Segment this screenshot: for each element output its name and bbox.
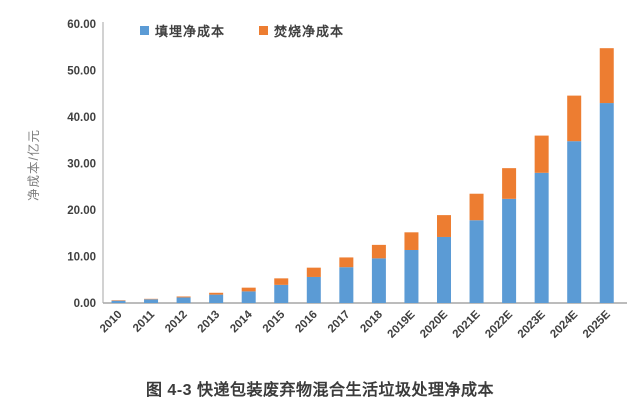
bar-segment-2013-landfill	[209, 294, 224, 303]
bar-segment-2014-incineration	[241, 287, 256, 292]
bar-segment-2011-landfill	[144, 299, 159, 303]
x-axis-label: 2011	[131, 308, 158, 335]
x-axis-label: 2018	[358, 308, 385, 335]
bar-segment-2023E-landfill	[534, 172, 549, 303]
bar-segment-2010-landfill	[111, 300, 126, 303]
legend-swatch-incineration-icon	[259, 26, 269, 35]
y-tick-label: 40.00	[67, 112, 96, 124]
x-axis-label: 2019E	[386, 308, 418, 340]
bar-segment-2025E-incineration	[599, 48, 614, 104]
bar-segment-2016-incineration	[306, 267, 321, 277]
bar-segment-2018-landfill	[371, 258, 386, 303]
bar-segment-2014-landfill	[241, 291, 256, 303]
x-axis-label: 2023E	[516, 308, 548, 340]
y-tick-label: 10.00	[67, 252, 96, 264]
bar-segment-2018-incineration	[371, 244, 386, 259]
x-axis-label: 2022E	[483, 308, 515, 340]
bar-segment-2022E-incineration	[502, 168, 517, 199]
bar-segment-2024E-incineration	[567, 95, 582, 142]
y-tick-label: 30.00	[67, 159, 96, 171]
bar-segment-2015-landfill	[274, 284, 289, 303]
bar-segment-2012-incineration	[176, 296, 191, 298]
bar-segment-2016-landfill	[306, 276, 321, 303]
y-tick-label: 60.00	[67, 19, 96, 31]
bar-segment-2022E-landfill	[502, 198, 517, 303]
bar-segment-2013-incineration	[209, 292, 224, 295]
bar-segment-2021E-incineration	[469, 193, 484, 221]
bar-segment-2019E-incineration	[404, 232, 419, 250]
stacked-bar-chart: 0.00 10.00 20.00 30.00 40.00 50.00 60.00 净成本/亿元…	[26, 19, 627, 341]
chart-legend: 填埋净成本 焚烧净成本	[140, 21, 344, 40]
bar-segment-2017-incineration	[339, 257, 354, 268]
legend-swatch-landfill-icon	[140, 26, 149, 35]
bar-segment-2023E-incineration	[534, 135, 549, 173]
bar-segment-2020E-incineration	[437, 215, 451, 237]
x-axis-label: 2013	[196, 309, 223, 336]
bar-segment-2025E-landfill	[599, 103, 614, 303]
x-axis-label: 2021E	[451, 308, 483, 340]
x-axis-label: 2017	[326, 309, 353, 336]
bar-segment-2024E-landfill	[567, 141, 582, 303]
bar-segment-2020E-landfill	[437, 236, 451, 303]
bar-segment-2019E-landfill	[404, 249, 419, 303]
x-axis-label: 2010	[98, 309, 125, 336]
bar-segment-2017-landfill	[339, 267, 354, 303]
y-tick-label: 20.00	[67, 205, 96, 217]
x-axis-label: 2025E	[581, 308, 613, 340]
x-axis-label: 2020E	[418, 308, 450, 340]
y-tick-label: 0.00	[74, 298, 96, 310]
legend-item-incineration: 焚烧净成本	[259, 21, 344, 40]
legend-item-landfill: 填埋净成本	[140, 21, 225, 40]
x-axis-label: 2016	[293, 309, 320, 336]
legend-label-landfill: 填埋净成本	[155, 24, 226, 39]
bar-segment-2021E-landfill	[469, 220, 484, 303]
y-axis-title: 净成本/亿元	[26, 129, 41, 201]
x-axis-label: 2024E	[548, 308, 580, 340]
x-axis-label: 2015	[261, 308, 288, 335]
bar-segment-2015-incineration	[274, 278, 289, 285]
bar-segment-2012-landfill	[176, 297, 191, 303]
y-tick-label: 50.00	[67, 66, 96, 78]
figure-caption: 图 4-3 快递包装废弃物混合生活垃圾处理净成本	[145, 382, 495, 399]
legend-label-incineration: 焚烧净成本	[274, 24, 345, 39]
x-axis-label: 2014	[228, 308, 255, 335]
x-axis-label: 2012	[163, 309, 190, 336]
